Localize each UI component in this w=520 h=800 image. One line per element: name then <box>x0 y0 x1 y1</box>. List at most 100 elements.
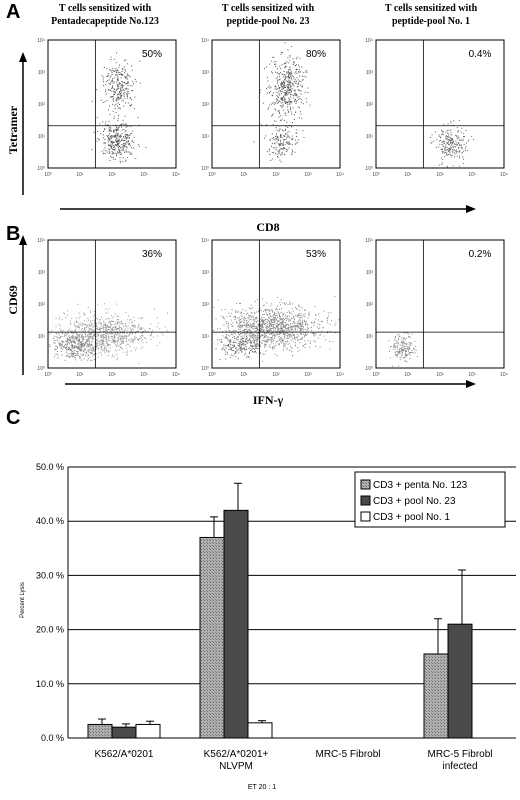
panel-a-dot-plots: 50%10⁰10⁰10¹10¹10²10²10³10³10⁴10⁴80%10⁰1… <box>37 38 508 178</box>
category-label: K562/A*0201+ <box>204 749 269 760</box>
x-tick-label: 10³ <box>468 372 476 378</box>
category-label: MRC-5 Fibrobl <box>427 749 492 760</box>
y-tick-label: 0.0 % <box>41 733 64 743</box>
x-tick-label: 10⁰ <box>44 372 52 378</box>
bar-2-2 <box>223 509 249 739</box>
quadrant-percent: 0.4% <box>469 49 492 60</box>
panel-a-header-3-line-2: peptide-pool No. 1 <box>392 16 470 27</box>
plot-frame <box>211 239 341 369</box>
x-tick-label: 10² <box>436 172 444 178</box>
quadrant-percent: 53% <box>306 249 326 260</box>
category-label: infected <box>442 761 477 772</box>
x-tick-label: 10⁰ <box>44 172 52 178</box>
legend-swatch <box>360 479 371 490</box>
y-tick-label: 30.0 % <box>36 570 64 580</box>
legend-label: CD3 + pool No. 23 <box>373 496 456 507</box>
quadrant-percent: 50% <box>142 49 162 60</box>
cd69-arrowhead-icon <box>19 235 27 245</box>
quadrant-percent: 80% <box>306 49 326 60</box>
event-dots <box>430 120 474 168</box>
bar-1-1 <box>87 723 113 739</box>
y-tick-label: 40.0 % <box>36 516 64 526</box>
y-tick-label: 10³ <box>202 270 210 276</box>
x-tick-label: 10¹ <box>404 172 412 178</box>
x-tick-label: 10² <box>436 372 444 378</box>
x-tick-label: 10² <box>272 372 280 378</box>
panel-a-header-2-line-1: T cells sensitized with <box>222 3 315 14</box>
y-tick-label: 10⁴ <box>365 238 373 244</box>
y-tick-label: 10² <box>366 302 374 308</box>
y-tick-label: 10.0 % <box>36 679 64 689</box>
x-tick-label: 10² <box>108 172 116 178</box>
tetramer-arrowhead-icon <box>19 52 27 62</box>
y-tick-label: 10³ <box>366 270 374 276</box>
y-tick-label: 10⁰ <box>37 366 45 372</box>
x-tick-label: 10² <box>108 372 116 378</box>
y-tick-label: 10² <box>202 302 210 308</box>
quadrant-percent: 36% <box>142 249 162 260</box>
y-tick-label: 20.0 % <box>36 625 64 635</box>
y-tick-label: 10¹ <box>366 134 374 140</box>
panel-a-header-3-line-1: T cells sensitized with <box>385 3 478 14</box>
x-tick-label: 10¹ <box>240 172 248 178</box>
x-tick-label: 10³ <box>304 372 312 378</box>
y-tick-label: 10¹ <box>202 334 210 340</box>
event-dots <box>91 52 147 163</box>
y-tick-label: 10⁰ <box>365 166 373 172</box>
x-tick-label: 10⁴ <box>172 172 180 178</box>
legend-swatch <box>360 511 371 522</box>
cd69-label: CD69 <box>6 285 20 314</box>
x-tick-label: 10⁴ <box>172 372 180 378</box>
x-tick-label: 10⁴ <box>336 172 344 178</box>
plot-frame <box>375 39 505 169</box>
legend-box <box>354 471 506 528</box>
event-dots <box>49 303 168 364</box>
y-tick-label: 10³ <box>38 70 46 76</box>
bar-2-1 <box>111 726 137 739</box>
y-tick-label: 10¹ <box>366 334 374 340</box>
category-label: MRC-5 Fibrobl <box>315 749 380 760</box>
y-tick-label: 10³ <box>202 70 210 76</box>
ifng-arrowhead-icon <box>466 380 476 388</box>
x-tick-label: 10⁰ <box>372 372 380 378</box>
x-tick-label: 10¹ <box>404 372 412 378</box>
y-tick-label: 10⁰ <box>201 366 209 372</box>
x-tick-label: 10⁴ <box>336 372 344 378</box>
y-tick-label: 10³ <box>38 270 46 276</box>
y-tick-label: 10² <box>366 102 374 108</box>
x-tick-label: 10¹ <box>76 372 84 378</box>
legend-swatch <box>360 495 371 506</box>
y-tick-label: 10¹ <box>202 134 210 140</box>
y-tick-label: 10⁴ <box>365 38 373 44</box>
y-tick-label: 10¹ <box>38 134 46 140</box>
panel-a-header-2-line-2: peptide-pool No. 23 <box>226 16 309 27</box>
x-tick-label: 10⁰ <box>208 372 216 378</box>
x-tick-label: 10² <box>272 172 280 178</box>
panel-a-header-1-line-2: Pentadecapeptide No.123 <box>51 16 159 27</box>
y-tick-label: 10⁰ <box>201 166 209 172</box>
legend: CD3 + penta No. 123 CD3 + pool No. 23 CD3 … <box>354 471 506 528</box>
x-tick-label: 10¹ <box>76 172 84 178</box>
y-tick-label: 10⁰ <box>37 166 45 172</box>
y-tick-label: 10⁴ <box>201 38 209 44</box>
y-tick-label: 10² <box>202 102 210 108</box>
lysis-bar-chart: Percent Lysis 0.0 % 10.0 % 20.0 % 30.0 % 40.0… <box>20 462 516 791</box>
y-tick-label: 10² <box>38 302 46 308</box>
y-tick-label: 10³ <box>366 70 374 76</box>
x-tick-label: 10³ <box>140 372 148 378</box>
x-tick-label: 10⁰ <box>208 172 216 178</box>
y-tick-label: 10² <box>38 102 46 108</box>
category-label: K562/A*0201 <box>95 749 154 760</box>
legend-label: CD3 + pool No. 1 <box>373 512 450 523</box>
panel-a-header-1-line-1: T cells sensitized with <box>59 3 152 14</box>
bar-1-4 <box>423 653 449 739</box>
x-axis-label: ET 20 : 1 <box>248 784 276 791</box>
x-tick-label: 10³ <box>304 172 312 178</box>
y-tick-label: 50.0 % <box>36 462 64 472</box>
x-tick-label: 10¹ <box>240 372 248 378</box>
y-tick-label: 10⁴ <box>201 238 209 244</box>
quadrant-percent: 0.2% <box>469 249 492 260</box>
